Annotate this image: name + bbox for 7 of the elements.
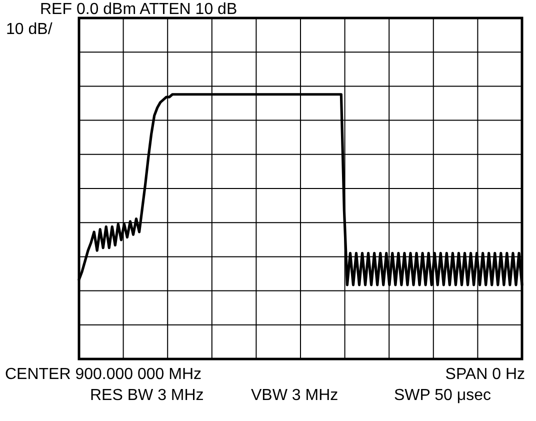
text: SPAN 0 Hz <box>445 366 525 383</box>
chart-title: REF 0.0 dBm ATTEN 10 dB <box>40 1 238 18</box>
text: SWP 50 μsec <box>394 387 491 404</box>
text: CENTER 900.000 000 MHz <box>5 366 202 383</box>
text: VBW 3 MHz <box>251 387 338 404</box>
text: RES BW 3 MHz <box>90 387 204 404</box>
y-axis-title: 10 dB/ <box>6 21 53 38</box>
